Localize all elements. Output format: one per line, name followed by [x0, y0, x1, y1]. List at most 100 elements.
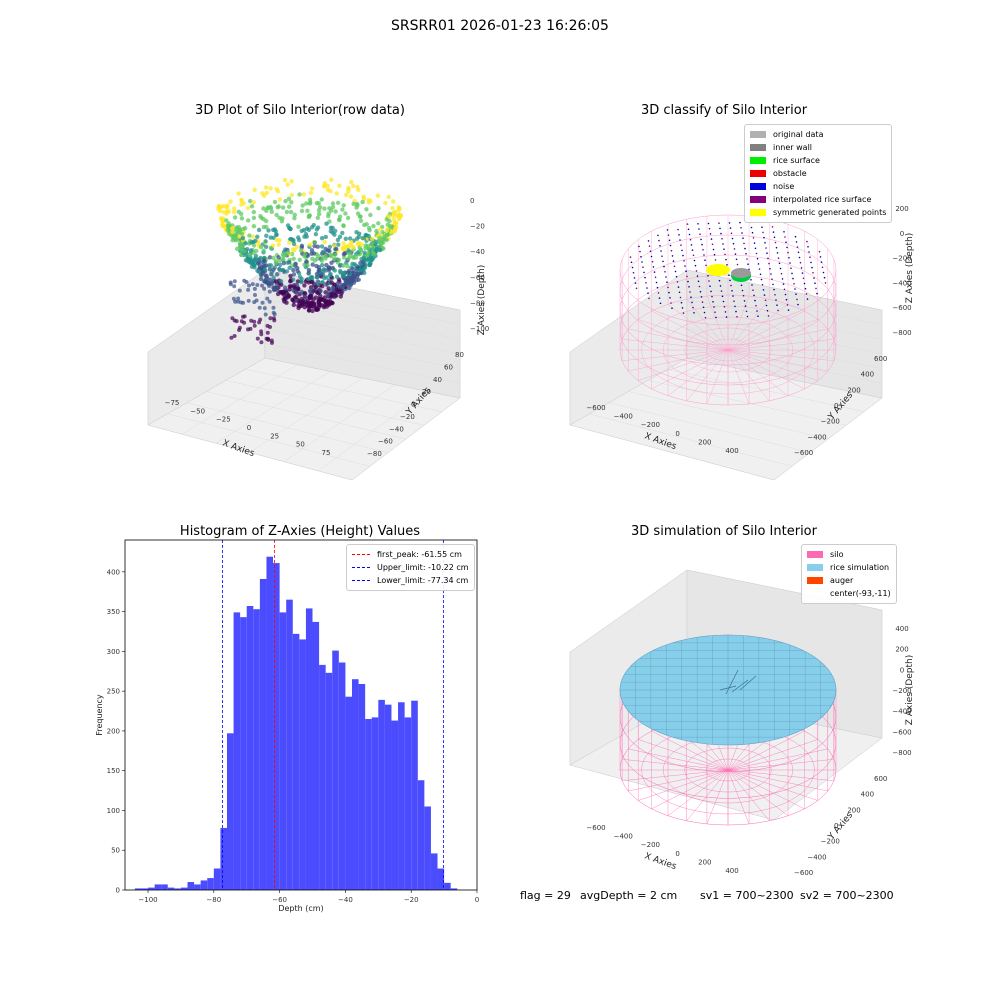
- legend-swatch: [750, 131, 766, 138]
- point-cloud-dot: [297, 257, 302, 262]
- interpolated-dot: [661, 255, 663, 257]
- point-cloud-dot: [345, 215, 351, 221]
- interpolated-dot: [789, 262, 791, 264]
- y-tick-label: 50: [111, 847, 120, 855]
- interpolated-dot: [792, 277, 794, 280]
- point-cloud-dot: [289, 192, 294, 198]
- interpolated-dot: [729, 279, 731, 282]
- point-cloud-dot: [376, 206, 381, 211]
- point-cloud-dot: [272, 199, 278, 205]
- z-tick-label: 200: [895, 205, 908, 213]
- interpolated-dot: [679, 296, 682, 299]
- footer-flag: flag = 29: [520, 889, 571, 902]
- point-cloud-dot: [268, 316, 273, 321]
- point-cloud-dot: [329, 260, 334, 265]
- interpolated-dot: [745, 253, 747, 255]
- gridline: [686, 313, 883, 355]
- point-cloud-dot: [376, 221, 381, 226]
- point-cloud-dot: [247, 283, 251, 288]
- interpolated-dot: [757, 315, 759, 317]
- interpolated-dot: [708, 280, 710, 282]
- histogram-bar: [207, 878, 214, 890]
- panel4-x-ticks: −600 −400 −200 0 200 400: [586, 824, 738, 875]
- point-cloud-dot: [252, 300, 257, 305]
- panel2-title: 3D classify of Silo Interior: [640, 103, 808, 118]
- point-cloud-dot: [366, 250, 371, 256]
- z-tick-label: −60: [470, 274, 485, 282]
- interpolated-dot: [736, 316, 738, 318]
- point-cloud-dot: [296, 305, 301, 311]
- point-cloud-dot: [242, 314, 247, 319]
- point-cloud-dot: [296, 235, 301, 240]
- interpolated-dot: [689, 238, 692, 241]
- interpolated-dot: [803, 282, 806, 285]
- interpolated-dot: [719, 227, 721, 230]
- point-cloud-dot: [290, 298, 296, 303]
- point-cloud-dot: [269, 209, 274, 214]
- interpolated-dot: [687, 280, 689, 283]
- point-cloud-dot: [251, 224, 257, 229]
- point-cloud-dot: [326, 286, 331, 291]
- interpolated-dot: [690, 244, 693, 246]
- legend-swatch: [750, 196, 766, 203]
- point-cloud-dot: [311, 297, 316, 302]
- point-cloud-dot: [237, 325, 242, 330]
- interpolated-dot: [632, 271, 635, 274]
- histogram-bar: [286, 599, 293, 890]
- point-cloud-dot: [332, 243, 337, 248]
- interpolated-dot: [651, 260, 654, 263]
- interpolated-dot: [719, 285, 722, 287]
- footer-avg-depth: avgDepth = 2 cm: [580, 889, 678, 902]
- point-cloud-dot: [277, 215, 282, 220]
- point-cloud-dot: [305, 300, 310, 306]
- point-cloud-dot: [322, 181, 327, 186]
- point-cloud-dot: [291, 256, 296, 261]
- point-cloud-dot: [358, 248, 363, 253]
- y-tick-label: 600: [874, 775, 887, 783]
- interpolated-dot: [652, 266, 655, 268]
- point-cloud-dot: [349, 244, 355, 250]
- point-cloud-dot: [297, 192, 302, 197]
- y-tick-label: −600: [794, 449, 813, 457]
- point-cloud-dot: [319, 244, 325, 249]
- panel3-title: Histogram of Z-Axies (Height) Values: [179, 524, 421, 539]
- panel3-legend: first_peak: -61.55 cm Upper_limit: -10.22…: [346, 544, 475, 591]
- interpolated-dot: [657, 234, 659, 237]
- panel2-silo-wireframe: [619, 214, 837, 406]
- panel4-xlabel: X Axies: [643, 851, 678, 872]
- point-cloud-dot: [345, 270, 351, 275]
- legend-label: Upper_limit: -10.22 cm: [377, 563, 469, 572]
- interpolated-dot: [800, 267, 803, 269]
- silo-spoke: [727, 328, 828, 351]
- histogram-bar: [444, 882, 451, 890]
- y-tick-label: 300: [107, 648, 120, 656]
- point-cloud-dot: [361, 194, 366, 199]
- legend-label: rice simulation: [830, 563, 890, 572]
- x-tick-label: −600: [586, 824, 605, 832]
- point-cloud-dot: [364, 222, 369, 227]
- interpolated-dot: [734, 305, 736, 308]
- histogram-bar: [233, 612, 241, 890]
- histogram-bar: [450, 888, 458, 890]
- x-tick-label: −75: [165, 399, 180, 407]
- z-tick-label: −40: [470, 248, 485, 256]
- point-cloud-dot: [360, 199, 365, 205]
- y-tick-label: 0: [834, 402, 838, 410]
- point-cloud-dot: [293, 294, 299, 299]
- interpolated-dot: [785, 241, 787, 243]
- interpolated-dot: [753, 242, 756, 244]
- histogram-bar: [371, 717, 379, 890]
- histogram-bar: [351, 679, 359, 890]
- interpolated-dot: [783, 231, 785, 233]
- point-cloud-dot: [341, 263, 346, 268]
- point-cloud-dot: [267, 284, 272, 288]
- point-cloud-dot: [294, 290, 299, 295]
- interpolated-dot: [640, 256, 642, 258]
- silo-spoke: [727, 349, 818, 381]
- histogram-bar: [154, 884, 162, 890]
- histogram-bar: [319, 664, 326, 890]
- interpolated-dot: [762, 289, 765, 291]
- interpolated-dot: [772, 283, 774, 286]
- y-tick-label: −60: [378, 438, 393, 446]
- silo-spoke: [727, 769, 805, 810]
